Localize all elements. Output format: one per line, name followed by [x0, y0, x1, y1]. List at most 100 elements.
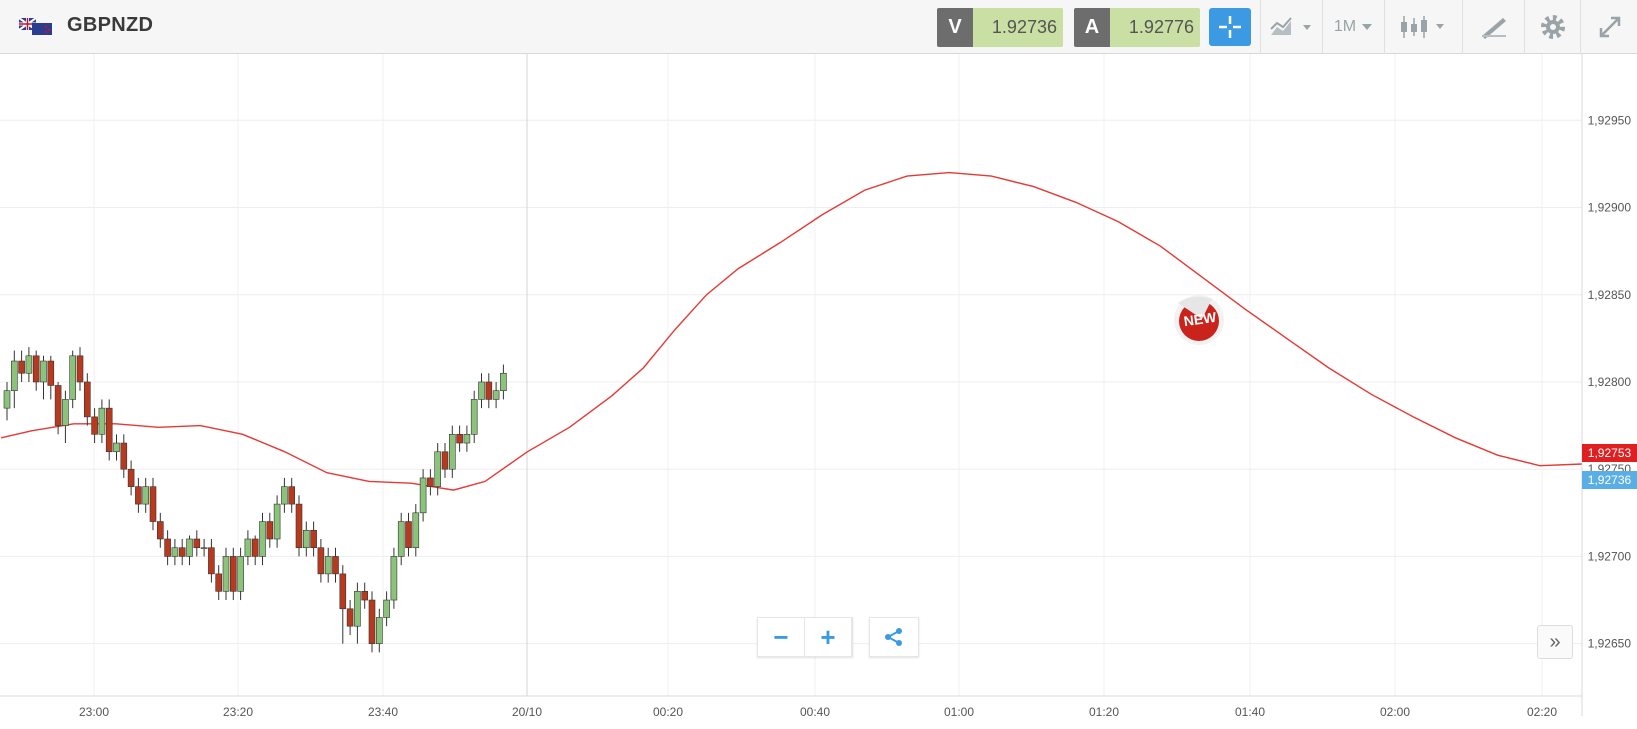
candle-body	[434, 451, 442, 487]
expand-icon	[1599, 16, 1620, 38]
candle-body	[332, 556, 339, 575]
candle	[237, 547, 244, 601]
fullscreen-button[interactable]	[1580, 0, 1637, 54]
candle-body	[259, 521, 266, 557]
candle	[84, 373, 91, 426]
candle	[105, 399, 113, 461]
candle-body	[47, 360, 55, 386]
candle	[397, 512, 405, 566]
candle-body	[178, 547, 186, 557]
candle	[463, 425, 471, 452]
candle	[354, 582, 361, 644]
candle-body	[98, 407, 106, 435]
candle	[54, 381, 62, 435]
settings-button[interactable]	[1524, 0, 1581, 54]
scroll-forward-button[interactable]: »	[1537, 625, 1573, 659]
moving-average-layer	[0, 171, 1583, 491]
candle-body	[105, 407, 113, 453]
candle	[251, 535, 259, 566]
candle	[441, 443, 449, 478]
gear-icon	[1541, 15, 1565, 39]
time-tick-label: 23:00	[79, 705, 109, 719]
candle-body	[54, 385, 62, 426]
candle	[346, 600, 354, 635]
candle	[434, 443, 442, 496]
candle	[448, 425, 456, 478]
candle-body	[295, 503, 303, 549]
uk-nz-flag-icon	[19, 18, 52, 35]
candle-body	[120, 442, 128, 470]
chart-axes: 1,929501,929001,928501,928001,927501,927…	[0, 54, 1631, 719]
zoom-out-button[interactable]: −	[758, 618, 805, 656]
drawing-tools-button[interactable]	[1462, 0, 1525, 54]
candle	[478, 373, 485, 409]
candle-body	[200, 547, 208, 550]
candle-body	[171, 547, 179, 557]
candle-body	[237, 556, 244, 592]
candle-body	[485, 381, 493, 400]
new-sticker[interactable]: NEW	[1172, 293, 1226, 347]
chart-type-button[interactable]	[1260, 0, 1323, 54]
last-price-badge: 1,92753	[1582, 444, 1637, 462]
candle-body	[375, 617, 383, 644]
candle-body	[251, 538, 259, 557]
buy-quote-button[interactable]: A 1.92776	[1074, 8, 1200, 47]
candle	[222, 547, 230, 601]
sell-quote-value: 1.92736	[973, 8, 1063, 47]
zoom-in-button[interactable]: +	[805, 618, 852, 656]
candle-body	[397, 521, 405, 557]
time-tick-label: 01:00	[944, 705, 974, 719]
candle-body	[193, 538, 201, 549]
time-tick-label: 01:40	[1235, 705, 1265, 719]
candle	[171, 538, 179, 566]
candle-body	[149, 486, 157, 522]
candle	[164, 530, 171, 566]
candle-body	[470, 399, 478, 435]
candle	[76, 347, 84, 391]
time-tick-label: 00:40	[800, 705, 830, 719]
time-tick-label: 23:20	[223, 705, 253, 719]
sell-quote-button[interactable]: V 1.92736	[937, 8, 1063, 47]
candle-body	[208, 547, 215, 575]
candle	[157, 512, 164, 548]
candle-body	[492, 390, 500, 400]
candle	[200, 538, 208, 557]
candle	[405, 512, 412, 557]
candle	[273, 495, 281, 548]
candles-layer	[3, 347, 507, 653]
candle	[208, 538, 215, 583]
candle	[91, 408, 98, 444]
share-button[interactable]	[869, 617, 919, 657]
candle-body	[405, 521, 412, 549]
price-tick-label: 1,92700	[1588, 549, 1632, 563]
candle-body	[25, 355, 33, 374]
bid-price-badge: 1,92736	[1582, 471, 1637, 489]
candle-body	[11, 360, 18, 392]
candle-body	[62, 399, 69, 426]
candle-body	[339, 573, 347, 610]
candle	[113, 434, 120, 461]
price-chart[interactable]: 1,929501,929001,928501,928001,927501,927…	[0, 54, 1637, 729]
sell-quote-letter: V	[937, 8, 973, 47]
candle-body	[427, 477, 434, 487]
candle-body	[244, 538, 252, 557]
candle	[332, 547, 339, 583]
candle-body	[157, 521, 164, 540]
candle-body	[40, 360, 47, 383]
timeframe-label: 1M	[1333, 18, 1357, 35]
pencil-icon	[1482, 18, 1506, 39]
timeframe-selector[interactable]: 1M	[1322, 0, 1385, 54]
candle	[47, 355, 55, 400]
candle	[324, 547, 332, 583]
candle-body	[288, 486, 296, 505]
candle-style-button[interactable]	[1384, 0, 1463, 54]
candle-body	[419, 477, 427, 514]
candle	[390, 547, 398, 609]
candle	[18, 350, 25, 382]
candle-body	[361, 591, 369, 601]
candle-body	[448, 434, 456, 470]
crosshair-button[interactable]	[1209, 8, 1251, 46]
candle	[485, 373, 493, 409]
candle	[11, 350, 18, 409]
candle-body	[91, 416, 98, 435]
